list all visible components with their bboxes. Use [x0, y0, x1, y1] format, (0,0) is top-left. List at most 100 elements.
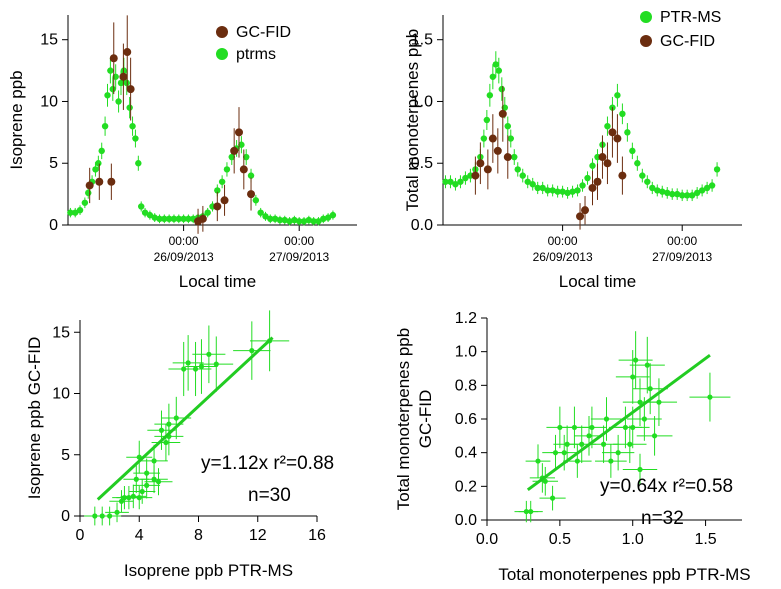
- scatter-point: [130, 493, 136, 499]
- ptrms-point: [539, 184, 546, 192]
- scatter-point: [206, 351, 212, 357]
- x-tick-label-date: 27/09/2013: [652, 250, 712, 264]
- ptrms-point: [664, 189, 671, 197]
- x-tick-label-time: 00:00: [284, 234, 314, 248]
- x-axis-title: Local time: [179, 272, 256, 291]
- y-axis-title: Isoprene ppb: [7, 70, 26, 169]
- scatter-point: [155, 479, 162, 485]
- ptrms-point: [107, 67, 114, 74]
- gcfid-point: [498, 109, 507, 118]
- scatter-point: [615, 450, 621, 456]
- scatter-point: [535, 458, 541, 464]
- y-tick-label: 10: [40, 93, 58, 110]
- ptrms-point: [554, 188, 561, 195]
- gcfid-point: [598, 153, 607, 162]
- scatter-point: [630, 374, 636, 380]
- ptrms-point: [549, 187, 556, 194]
- fit-equation: y=0.64x r²=0.58: [600, 476, 733, 497]
- gcfid-point: [488, 134, 497, 143]
- scatter-point: [627, 441, 633, 447]
- scatter-point: [136, 495, 142, 501]
- ptrms-point: [324, 214, 332, 221]
- scatter-point: [586, 433, 592, 439]
- ptrms-point: [146, 211, 154, 219]
- ptrms-point: [329, 211, 337, 219]
- ptrms-point: [708, 182, 716, 189]
- gcfid-point: [109, 54, 118, 63]
- ptrms-point: [495, 67, 503, 74]
- ptrms-point: [654, 187, 661, 194]
- scatter-point: [151, 458, 157, 464]
- ptrms-point: [669, 190, 676, 198]
- y-tick-label: 0.6: [455, 411, 477, 428]
- x-tick-label: 0.5: [549, 531, 571, 548]
- ptrms-point: [115, 98, 122, 105]
- scatter-point: [574, 458, 580, 464]
- ptrms-point: [698, 187, 706, 194]
- scatter-point: [651, 433, 658, 439]
- ptrms-point: [639, 172, 646, 179]
- ptrms-point: [713, 166, 721, 173]
- ptrms-point: [252, 197, 260, 204]
- ptrms-point: [180, 215, 187, 223]
- scatter-point: [564, 441, 570, 447]
- sample-count: n=30: [248, 485, 291, 506]
- y-tick-label: 1.0: [455, 344, 477, 361]
- ptrms-point: [223, 166, 231, 173]
- y-tick-label: 1.0: [411, 93, 433, 110]
- ptrms-point: [486, 92, 494, 99]
- ptrms-point: [67, 209, 74, 216]
- ptrms-point: [286, 218, 293, 225]
- scatter-point: [139, 488, 145, 495]
- gcfid-point: [576, 212, 585, 221]
- ptrms-point: [85, 189, 92, 197]
- ptrms-point: [170, 215, 178, 223]
- legend-label: ptrms: [236, 46, 276, 63]
- ptrms-point: [262, 213, 269, 220]
- ptrms-point: [483, 116, 491, 124]
- ptrms-point: [129, 122, 136, 130]
- x-axis-title: Isoprene ppb PTR-MS: [124, 561, 293, 580]
- gcfid-point: [613, 134, 622, 143]
- gcfid-point: [247, 190, 256, 199]
- panel-b: 0.0 0.5 1.0 1.5 00:00 26/09/2013 00:00 27/09/20…: [403, 9, 742, 291]
- scatter-point: [549, 495, 556, 501]
- x-tick-label-date: 26/09/2013: [154, 250, 214, 264]
- scatter-point: [144, 470, 150, 476]
- scatter-point: [185, 360, 191, 366]
- ptrms-point: [649, 184, 656, 192]
- ptrms-point: [442, 178, 449, 185]
- ptrms-point: [156, 215, 163, 223]
- gcfid-point: [119, 72, 128, 81]
- ptrms-point: [507, 135, 514, 142]
- ptrms-point: [204, 209, 211, 216]
- gcfid-point: [603, 159, 612, 168]
- ptrms-point: [141, 209, 149, 216]
- y-tick-label: 0.5: [411, 155, 433, 172]
- scatter-point: [107, 513, 113, 519]
- ptrms-point: [257, 209, 264, 216]
- legend-marker: [640, 35, 652, 47]
- legend-label: GC-FID: [236, 24, 291, 41]
- gcfid-point: [230, 146, 239, 155]
- ptrms-point: [659, 188, 666, 195]
- ptrms-point: [291, 216, 298, 224]
- gcfid-point: [493, 146, 502, 155]
- scatter-point: [641, 416, 647, 422]
- gcfid-point: [593, 177, 602, 186]
- legend-label: GC-FID: [660, 33, 715, 50]
- ptrms-point: [619, 110, 626, 118]
- gcfid-point: [503, 153, 512, 162]
- gcfid-point: [234, 128, 243, 137]
- gcfid-point: [220, 196, 229, 205]
- scatter-point: [213, 361, 219, 367]
- ptrms-point: [243, 153, 250, 161]
- ptrms-point: [529, 181, 536, 188]
- scatter-point: [579, 441, 585, 447]
- scatter-point: [656, 399, 662, 405]
- gcfid-point: [85, 181, 94, 190]
- ptrms-point: [95, 160, 102, 167]
- scatter-point: [173, 415, 179, 421]
- ptrms-point: [504, 122, 511, 130]
- x-tick-label-time: 00:00: [667, 234, 697, 248]
